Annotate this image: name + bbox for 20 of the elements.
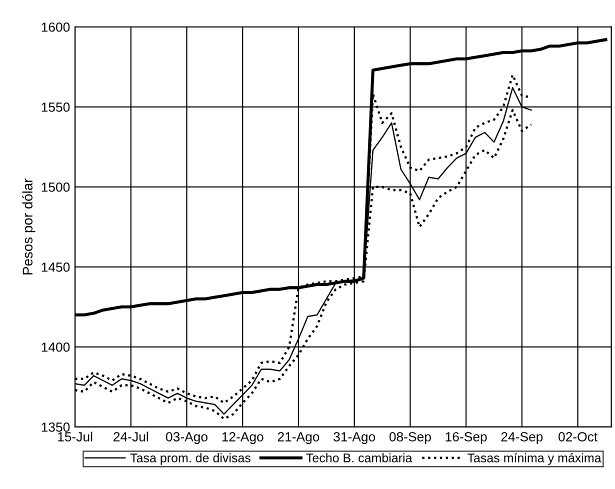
x-tick-label: 03-Ago	[166, 432, 208, 444]
y-tick-label: 1350	[42, 422, 70, 432]
y-tick-label: 1600	[42, 22, 70, 32]
legend-label: Tasa prom. de divisas	[130, 453, 250, 465]
x-tick-label: 08-Sep	[389, 432, 431, 444]
y-axis-title: Pesos por dólar	[22, 178, 36, 274]
legend-label: Tasas mínima y máxima	[468, 453, 602, 465]
y-tick-label: 1550	[42, 102, 70, 112]
x-tick-label: 24-Sep	[501, 432, 543, 444]
x-tick-label: 12-Ago	[222, 432, 264, 444]
x-tick-label: 02-Oct	[558, 432, 598, 442]
legend-label: Techo B. cambiaria	[306, 453, 412, 462]
x-tick-label: 16-Sep	[446, 432, 487, 444]
x-tick-label: 24-Jul	[114, 432, 148, 442]
x-tick-label: 15-Jul	[58, 432, 92, 442]
y-tick-label: 1450	[42, 262, 70, 272]
y-tick-label: 1400	[42, 342, 70, 352]
x-tick-label: 31-Ago	[334, 432, 376, 444]
x-tick-label: 21-Ago	[278, 432, 320, 444]
y-tick-label: 1500	[42, 182, 70, 192]
